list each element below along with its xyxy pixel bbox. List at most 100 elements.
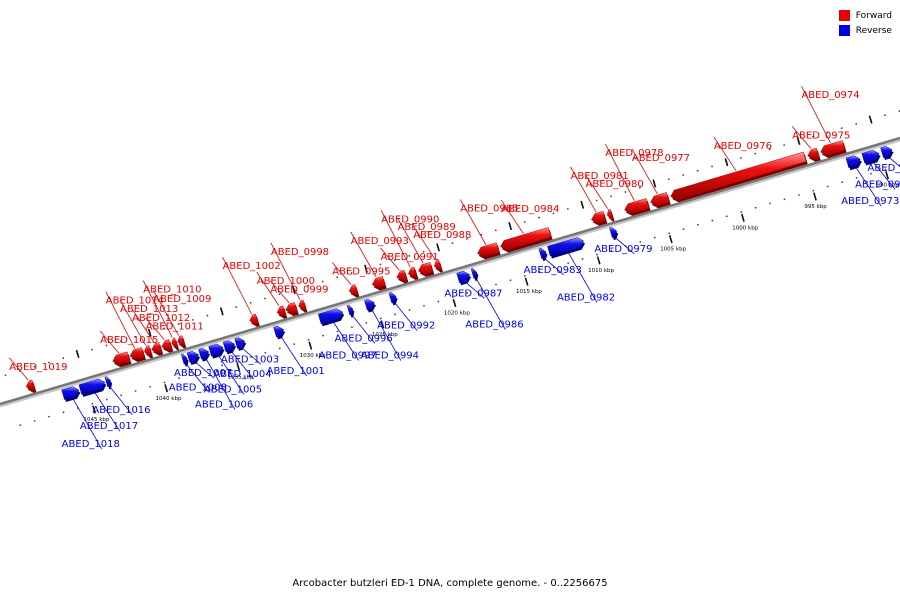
minor-tick xyxy=(509,279,512,282)
gene-arrow-ABED_0974[interactable] xyxy=(820,140,846,156)
gene-label: ABED_1017 xyxy=(80,421,138,432)
gene-arrow-ABED_0973[interactable] xyxy=(845,155,861,169)
leader-line xyxy=(142,280,173,338)
leader-line xyxy=(585,174,609,209)
leader-line xyxy=(152,290,180,336)
leader-line xyxy=(544,258,564,276)
gene-arrow-ABED_1011[interactable] xyxy=(161,339,173,351)
gene-arrow-ABED_0978[interactable] xyxy=(624,198,650,214)
gene-arrow-ABED_0983[interactable] xyxy=(538,247,547,259)
gene-arrow-ABED_0993[interactable] xyxy=(371,276,386,289)
gene-arrow-ABED_0991[interactable] xyxy=(396,269,408,281)
gene-arrow-ABED_0984[interactable] xyxy=(500,227,552,251)
minor-tick xyxy=(567,262,570,265)
gene-arrow-ABED_1019[interactable] xyxy=(25,379,36,391)
gene-arrow-ABED_0989[interactable] xyxy=(418,262,434,275)
major-tick xyxy=(380,320,385,329)
gene-arrow-ABED_0997[interactable] xyxy=(317,308,344,325)
gene-arrow-ABED_1012[interactable] xyxy=(151,342,163,354)
gene-arrow-ABED_1007[interactable] xyxy=(186,351,199,363)
gene-arrow-ABED_1003[interactable] xyxy=(234,337,246,349)
gene-label: ABED_1018 xyxy=(62,439,120,450)
leader-line xyxy=(412,225,436,260)
gene-arrow-ABED_1010[interactable] xyxy=(171,337,178,349)
gene-arrow-ABED_1016[interactable] xyxy=(104,376,111,388)
gene-arrow-ABED_1000[interactable] xyxy=(276,305,287,317)
minor-tick xyxy=(163,327,166,330)
gene-arrow-ABED_0977[interactable] xyxy=(650,192,670,206)
minor-tick xyxy=(768,148,771,151)
gene-arrow-ABED_0985[interactable] xyxy=(477,242,500,258)
major-tick xyxy=(580,200,585,209)
gene-arrow-ABED_0971[interactable] xyxy=(880,146,893,158)
label-leaders xyxy=(9,85,900,450)
minor-tick xyxy=(754,152,757,155)
leader-line xyxy=(9,357,29,381)
major-tick xyxy=(452,298,457,308)
major-tick xyxy=(75,349,80,359)
minor-tick xyxy=(91,402,94,405)
gene-arrow-ABED_0986[interactable] xyxy=(470,268,478,279)
gene-arrow-ABED_1014[interactable] xyxy=(129,347,145,360)
gene-label: ABED_1004 xyxy=(213,369,271,380)
gene-arrow-ABED_0987[interactable] xyxy=(456,270,470,284)
minor-tick xyxy=(321,280,324,283)
major-tick xyxy=(885,171,889,180)
gene-label: ABED_0996 xyxy=(335,333,393,344)
gene-arrow-ABED_0975[interactable] xyxy=(807,147,820,160)
gene-arrow-ABED_0995[interactable] xyxy=(348,284,359,296)
gene-arrow-ABED_0988[interactable] xyxy=(433,259,442,271)
gene-label: ABED_0999 xyxy=(270,285,328,296)
gene-arrow-ABED_0972[interactable] xyxy=(861,149,880,164)
gene-arrow-ABED_1005[interactable] xyxy=(208,343,224,357)
leader-line xyxy=(72,397,103,450)
gene-arrow-ABED_0998[interactable] xyxy=(298,299,307,311)
gene-arrow-ABED_1008[interactable] xyxy=(180,353,188,365)
leader-line xyxy=(855,166,882,207)
leader-line xyxy=(394,302,418,331)
gene-arrow-ABED_0976[interactable] xyxy=(670,151,807,201)
tick-label: 1005 kbp xyxy=(660,247,686,253)
leader-line xyxy=(615,237,635,255)
minor-tick xyxy=(566,208,569,210)
minor-tick xyxy=(249,301,252,304)
gene-arrow-ABED_0982[interactable] xyxy=(547,237,584,257)
gene-arrow-ABED_1002[interactable] xyxy=(249,313,259,325)
leader-line xyxy=(459,199,487,245)
gene-arrow-ABED_1004[interactable] xyxy=(222,340,235,353)
gene-arrow-ABED_0996[interactable] xyxy=(346,304,354,316)
gene-arrow-ABED_0981[interactable] xyxy=(591,210,607,224)
tick-label: 1010 kbp xyxy=(588,268,614,274)
gene-label: ABED_0979 xyxy=(594,244,652,255)
gene-arrow-ABED_0992[interactable] xyxy=(388,292,397,304)
gene-arrow-ABED_1001[interactable] xyxy=(273,325,284,338)
leader-line xyxy=(888,156,900,168)
gene-arrow-ABED_0994[interactable] xyxy=(364,299,375,311)
gene-label: ABED_0997 xyxy=(319,351,377,362)
minor-tick xyxy=(62,357,65,360)
gene-arrow-ABED_1009[interactable] xyxy=(177,335,186,347)
gene-arrow-ABED_0990[interactable] xyxy=(407,266,418,278)
gene-arrow-ABED_1017[interactable] xyxy=(78,378,106,395)
gene-label: ABED_0977 xyxy=(632,153,690,164)
minor-tick xyxy=(307,284,310,287)
gene-label: ABED_0983 xyxy=(524,265,582,276)
gene-arrow-ABED_1018[interactable] xyxy=(61,386,80,400)
leader-line xyxy=(380,210,411,268)
minor-tick xyxy=(307,338,310,341)
gene-label: ABED_0972 xyxy=(855,179,900,190)
gene-label: ABED_0988 xyxy=(413,230,471,241)
minor-tick xyxy=(336,276,339,279)
leader-line xyxy=(567,251,598,303)
gene-arrow-ABED_0999[interactable] xyxy=(285,302,298,314)
gene-arrow-ABED_0979[interactable] xyxy=(609,227,617,238)
leader-line xyxy=(371,309,402,361)
gene-arrow-ABED_1013[interactable] xyxy=(144,345,152,356)
gene-arrow-ABED_1015[interactable] xyxy=(112,351,131,365)
minor-tick xyxy=(826,185,829,188)
gene-arrow-ABED_0980[interactable] xyxy=(606,208,614,220)
minor-tick xyxy=(393,259,396,262)
gene-arrow-ABED_1006[interactable] xyxy=(198,348,210,360)
